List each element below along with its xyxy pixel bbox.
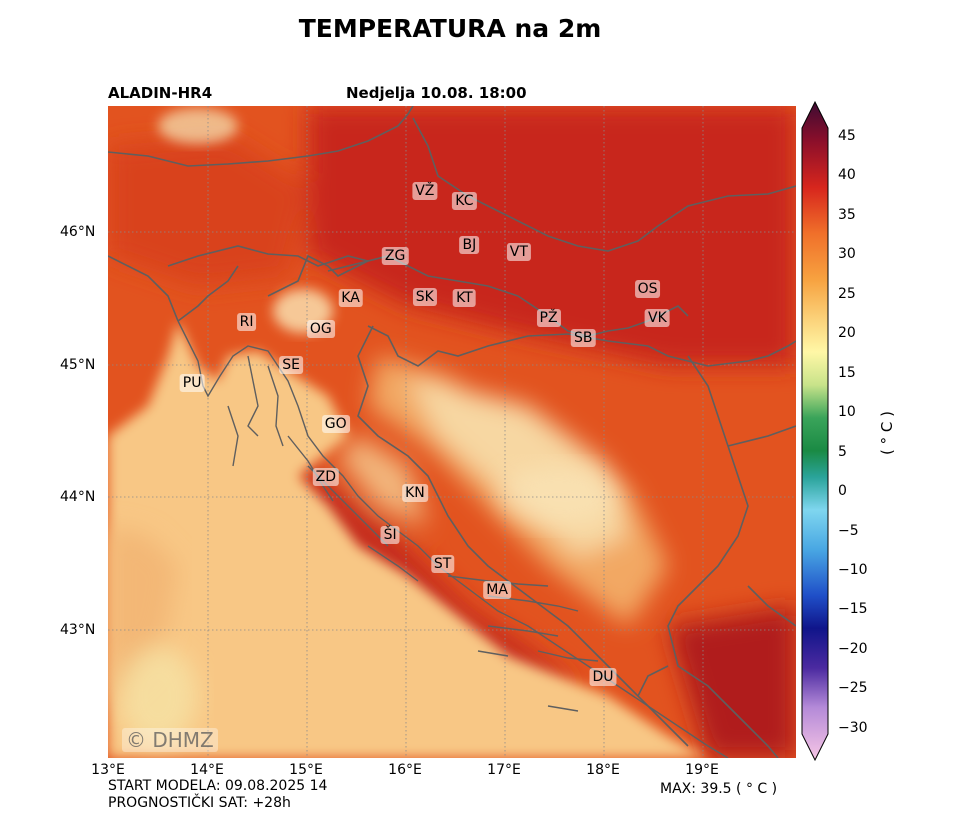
y-tick-label: 45°N (60, 357, 96, 373)
city-label-du: DU (589, 667, 617, 686)
colorbar-tick-label: 25 (838, 285, 856, 302)
colorbar-tick-label: −20 (838, 640, 868, 657)
cool-patch-bosnia (498, 466, 618, 526)
city-label-kt: KT (453, 289, 476, 308)
x-tick-label: 13°E (91, 762, 125, 778)
map-title: TEMPERATURA na 2m (298, 14, 602, 43)
adriatic-sea (108, 321, 708, 758)
forecast-hour-label: PROGNOSTIČKI SAT: +28h (108, 795, 291, 811)
colorbar-tick-label: −25 (838, 680, 868, 697)
city-label-kc: KC (452, 192, 477, 211)
city-label-zg: ZG (381, 246, 409, 265)
dhmz-watermark: © DHMZ (122, 728, 218, 752)
city-label-vt: VT (506, 242, 531, 261)
city-label-vk: VK (645, 309, 670, 328)
temperature-colorbar (800, 100, 830, 764)
colorbar-tick-label: 20 (838, 325, 856, 342)
city-label-ri: RI (236, 313, 257, 332)
city-label-pž: PŽ (536, 309, 561, 328)
city-label-sb: SB (570, 329, 596, 348)
model-name: ALADIN-HR4 (108, 84, 213, 102)
colorbar-tick-label: 35 (838, 206, 856, 223)
y-tick-label: 43°N (60, 622, 96, 638)
city-label-ma: MA (483, 581, 511, 600)
city-label-bj: BJ (459, 236, 480, 255)
cool-patch-west (118, 646, 198, 746)
y-tick-label: 44°N (60, 489, 96, 505)
city-label-pu: PU (179, 374, 205, 393)
start-model-label: START MODELA: 09.08.2025 14 (108, 778, 328, 794)
city-label-os: OS (634, 280, 661, 299)
city-label-sk: SK (412, 288, 437, 307)
colorbar-tick-label: 40 (838, 167, 856, 184)
colorbar-tick-label: 45 (838, 128, 856, 144)
colorbar-tick-label: −10 (838, 561, 868, 578)
coastal-hot-band (298, 456, 578, 696)
lika-valley (338, 436, 428, 526)
city-label-se: SE (279, 355, 304, 374)
city-label-vž: VŽ (412, 181, 438, 200)
x-tick-label: 17°E (487, 762, 521, 778)
max-value-label: MAX: 39.5 ( ° C ) (660, 781, 778, 797)
colorbar-tick-label: 5 (838, 443, 847, 460)
x-tick-label: 16°E (388, 762, 422, 778)
city-label-og: OG (306, 319, 335, 338)
cool-patch-nw (158, 108, 238, 144)
city-label-ši: ŠI (380, 525, 400, 544)
colorbar-tick-label: 10 (838, 404, 856, 421)
city-label-zd: ZD (312, 468, 339, 487)
colorbar-tick-label: 0 (838, 483, 847, 500)
x-tick-label: 15°E (289, 762, 323, 778)
southeast-hot-region (668, 606, 796, 758)
colorbar-tick-label: −15 (838, 601, 868, 618)
colorbar-unit: ( ° C ) (878, 411, 896, 455)
borders (108, 106, 796, 758)
city-label-ka: KA (338, 289, 363, 308)
city-label-st: ST (430, 554, 455, 573)
colorbar-tick-label: 15 (838, 364, 856, 381)
italy-coast-land (108, 526, 178, 706)
graticule (108, 106, 796, 758)
city-label-kn: KN (402, 484, 428, 503)
colorbar-fill (801, 100, 829, 762)
colorbar-tick-label: 30 (838, 246, 856, 263)
city-label-go: GO (321, 415, 350, 434)
y-tick-label: 46°N (60, 224, 96, 240)
x-tick-label: 18°E (586, 762, 620, 778)
colorbar-tick-label: −30 (838, 719, 868, 736)
valid-date: Nedjelja 10.08. 18:00 (346, 84, 527, 102)
colorbar-tick-label: −5 (838, 522, 859, 539)
temperature-map: VŽ KC BJ VT ZG OS KA SK KT PŽ VK RI OG SB SE PU GO ZD KN ŠI… (108, 106, 796, 758)
x-tick-label: 14°E (190, 762, 224, 778)
x-tick-label: 19°E (685, 762, 719, 778)
